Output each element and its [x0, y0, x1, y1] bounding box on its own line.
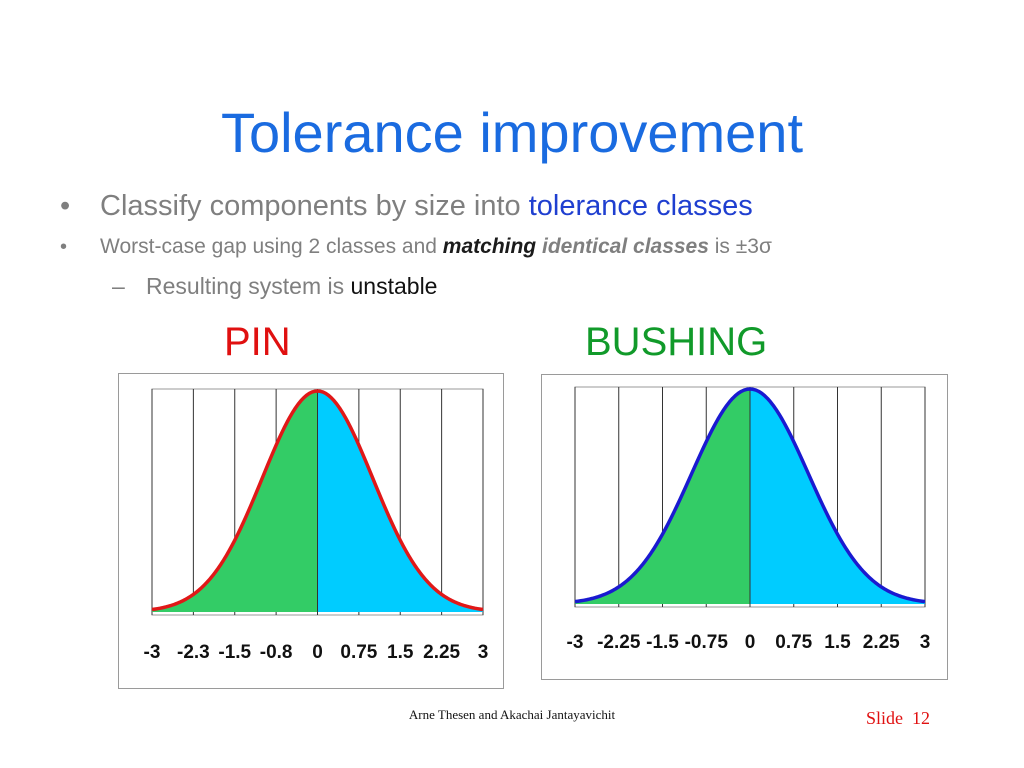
pin-chart-panel: -3 -2.3 -1.5 -0.8 0 0.75 1.5 2.25 3 [118, 373, 504, 689]
x-tick-label: 0 [745, 632, 756, 653]
bullet-marker: • [60, 190, 71, 222]
x-tick-label: 0.75 [775, 632, 812, 653]
x-tick-label: -3 [567, 632, 584, 653]
x-tick-label: 0 [312, 642, 323, 663]
bullet-text: Resulting system is [146, 273, 351, 299]
slide-number-footer: Slide 12 [866, 708, 930, 729]
bullet-classify: • Classify components by size into tolera… [60, 190, 753, 223]
x-tick-label: 1.5 [824, 632, 851, 653]
pin-distribution-chart: -3 -2.3 -1.5 -0.8 0 0.75 1.5 2.25 3 [144, 388, 489, 663]
bullet-highlight: unstable [350, 273, 438, 299]
pin-label: PIN [224, 320, 291, 364]
bullet-bold-identical: identical classes [541, 235, 709, 258]
slide-number: 12 [912, 708, 931, 728]
bullet-text: Classify components by size into [100, 190, 529, 222]
bullet-text: Worst-case gap using 2 classes and [100, 235, 443, 258]
bushing-chart-panel: -3 -2.25 -1.5 -0.75 0 0.75 1.5 2.25 3 [541, 374, 948, 680]
distribution-curve [574, 387, 926, 604]
x-tick-label: -3 [144, 642, 161, 663]
sub-bullet-unstable: – Resulting system is unstable [112, 273, 437, 300]
bullet-value: ±3σ [735, 235, 772, 258]
bullet-highlight: tolerance classes [528, 190, 753, 222]
bullet-text-is: is [708, 235, 736, 258]
x-tick-label: 3 [920, 632, 931, 653]
x-tick-label: 1.5 [387, 642, 414, 663]
x-tick-label: 2.25 [423, 642, 460, 663]
x-tick-label: -2.25 [597, 632, 641, 653]
bushing-distribution-chart: -3 -2.25 -1.5 -0.75 0 0.75 1.5 2.25 3 [567, 386, 931, 653]
bullet-bold-matching: matching [442, 235, 537, 258]
footer-author: Arne Thesen and Akachai Jantayavichit [408, 707, 616, 722]
x-tick-label: -0.8 [260, 642, 293, 663]
bullet-marker: – [112, 273, 125, 299]
x-tick-label: -1.5 [218, 642, 251, 663]
bullet-worst-case: • Worst-case gap using 2 classes and matc… [60, 235, 772, 259]
x-tick-label: -0.75 [685, 632, 729, 653]
x-tick-label: 3 [478, 642, 489, 663]
slide-title: Tolerance improvement [220, 101, 804, 164]
x-tick-label: 0.75 [340, 642, 377, 663]
x-tick-label: -1.5 [646, 632, 679, 653]
x-tick-label: -2.3 [177, 642, 210, 663]
x-tick-label: 2.25 [863, 632, 900, 653]
slide-label: Slide [866, 708, 904, 728]
bushing-label: BUSHING [585, 320, 768, 364]
distribution-curve [151, 389, 484, 612]
bullet-marker: • [60, 236, 68, 258]
